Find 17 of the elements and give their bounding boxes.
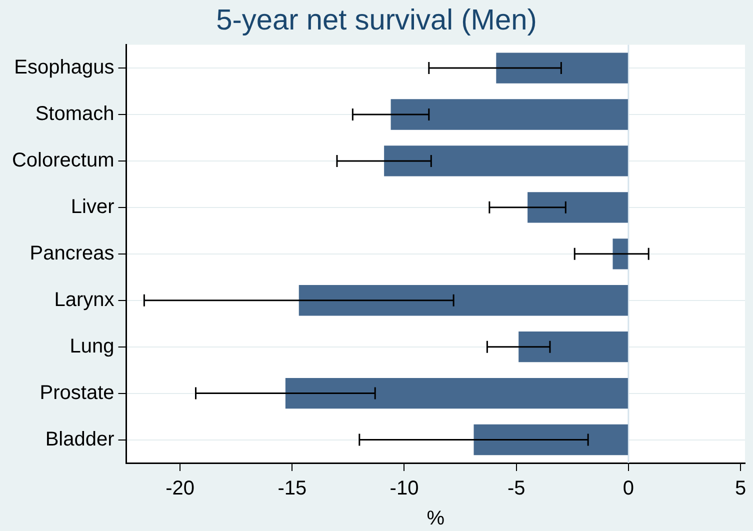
y-tick-label: Stomach	[35, 103, 114, 126]
y-tick-label: Colorectum	[12, 149, 114, 172]
x-tick-label: -5	[507, 478, 526, 500]
chart-title: 5-year net survival (Men)	[216, 4, 537, 36]
y-tick-label: Prostate	[40, 382, 114, 404]
x-axis-title: %	[426, 508, 445, 530]
x-tick-label: -10	[390, 478, 419, 500]
x-tick-label: -20	[166, 478, 195, 500]
y-tick-label: Bladder	[45, 428, 115, 450]
y-tick-label: Pancreas	[30, 242, 114, 264]
x-tick-label: 0	[622, 478, 634, 500]
y-tick-label: Lung	[70, 335, 114, 358]
y-tick-label: Liver	[70, 196, 115, 218]
y-tick-label: Larynx	[54, 288, 114, 311]
x-tick-label: -15	[278, 478, 307, 500]
x-tick-label: 5	[734, 478, 746, 500]
y-tick-label: Esophagus	[14, 56, 114, 79]
